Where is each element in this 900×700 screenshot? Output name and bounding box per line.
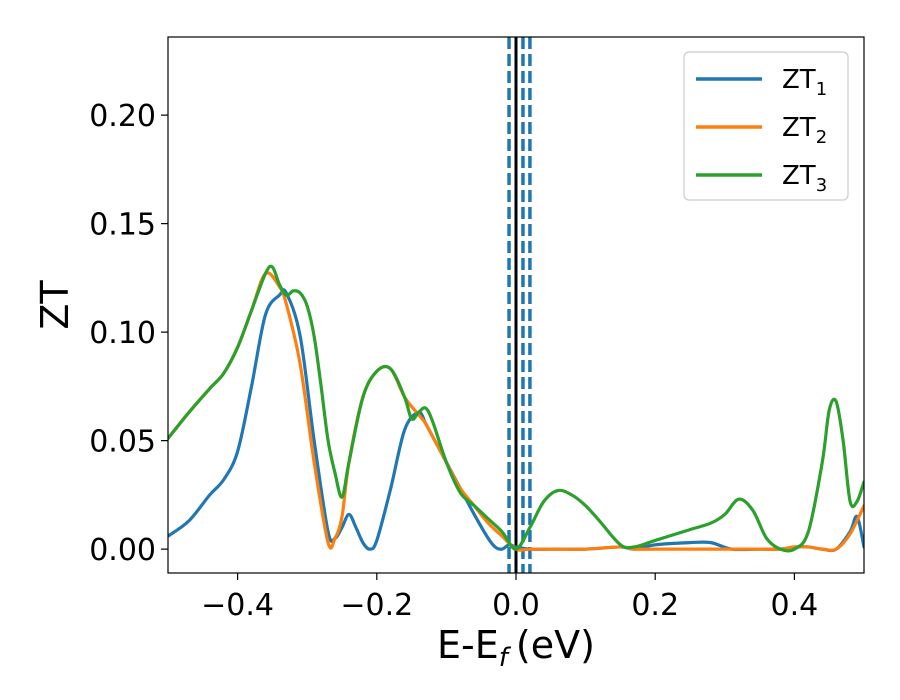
x-tick-label: −0.4: [201, 588, 274, 623]
x-axis: −0.4 −0.2 0.0 0.2 0.4: [201, 573, 818, 623]
legend-box: [683, 51, 849, 201]
series-line-3: [168, 264, 864, 553]
x-axis-label-main: E-E: [437, 623, 499, 667]
x-axis-label: E-Ef (eV): [437, 623, 595, 673]
x-axis-label-unit: (eV): [516, 623, 595, 667]
legend-label-2: ZT2: [782, 113, 827, 148]
legend: ZT1 ZT2 ZT3: [683, 51, 849, 201]
y-tick-label: 0.20: [89, 99, 156, 134]
legend-label-3: ZT3: [782, 161, 827, 196]
x-tick-label: 0.0: [492, 588, 540, 623]
x-axis-label-sub: f: [499, 643, 512, 673]
y-tick-label: 0.10: [89, 316, 156, 351]
x-tick-label: 0.2: [631, 588, 679, 623]
x-tick-label: 0.4: [771, 588, 819, 623]
legend-label-1: ZT1: [782, 65, 827, 100]
y-axis-label: ZT: [33, 280, 77, 330]
y-tick-label: 0.05: [89, 425, 156, 460]
series-group: [168, 264, 864, 553]
y-axis: 0.00 0.05 0.10 0.15 0.20: [89, 99, 168, 568]
reference-lines: [507, 37, 532, 573]
x-tick-label: −0.2: [340, 588, 413, 623]
y-tick-label: 0.00: [89, 533, 156, 568]
y-tick-label: 0.15: [89, 208, 156, 243]
